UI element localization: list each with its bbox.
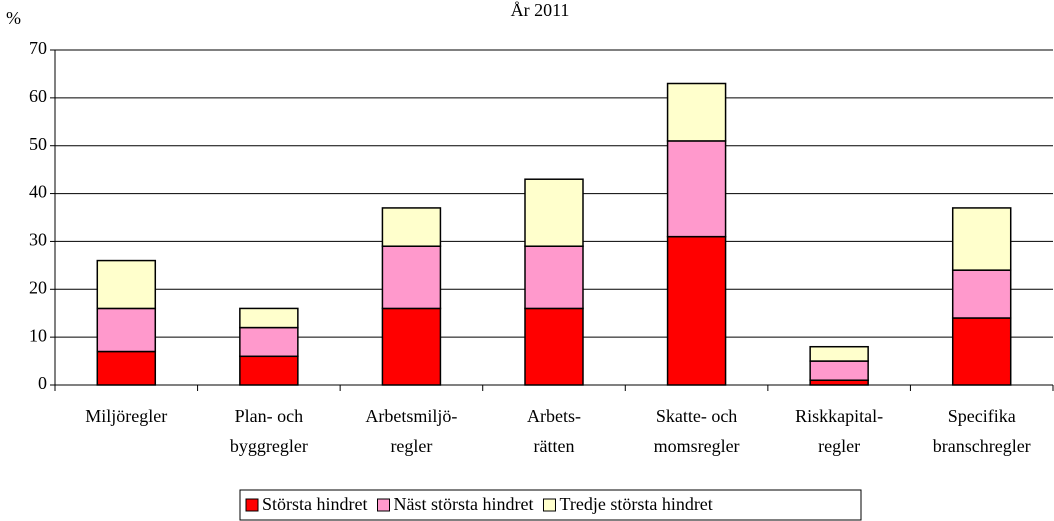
- y-tick-label: 10: [29, 325, 47, 345]
- x-tick-label: Specifika: [948, 406, 1016, 426]
- x-tick-label: branschregler: [933, 436, 1031, 456]
- x-tick-label: momsregler: [654, 436, 740, 456]
- x-tick-label: rätten: [534, 436, 575, 456]
- x-tick-label: Arbets-: [527, 406, 581, 426]
- bar-segment: [239, 307, 299, 329]
- x-tick-label: Riskkapital-: [795, 406, 883, 426]
- bar-segment: [524, 245, 584, 310]
- legend-swatch: [245, 498, 259, 512]
- bar-segment: [951, 207, 1012, 271]
- bar-segment: [96, 307, 157, 353]
- x-tick-label: Miljöregler: [85, 406, 167, 426]
- y-tick-label: 50: [29, 134, 47, 154]
- bar-segment: [666, 82, 727, 142]
- x-tick-label: regler: [390, 436, 432, 456]
- legend-label: Tredje största hindret: [559, 494, 712, 514]
- y-tick-label: 70: [29, 38, 47, 58]
- bar-segment: [524, 178, 584, 247]
- bar-segment: [524, 307, 584, 386]
- y-tick-label: 60: [29, 86, 47, 106]
- x-tick-label: Plan- och: [235, 406, 303, 426]
- bar-segment: [381, 207, 442, 247]
- bar-segment: [809, 345, 869, 362]
- x-tick-label: regler: [818, 436, 860, 456]
- legend-label: Näst största hindret: [394, 494, 534, 514]
- y-tick-label: 40: [29, 182, 47, 202]
- legend-swatch: [542, 498, 556, 512]
- bar-segment: [96, 259, 157, 310]
- y-tick-label: 30: [29, 230, 47, 250]
- bar-segment: [666, 235, 727, 386]
- bar-segment: [951, 317, 1012, 386]
- bar-segment: [809, 360, 869, 381]
- y-tick-label: 20: [29, 277, 47, 297]
- legend-label: Största hindret: [262, 494, 368, 514]
- legend-swatch: [377, 498, 390, 512]
- bar-segment: [666, 140, 727, 238]
- bar-segment: [381, 245, 442, 310]
- bar-segment: [239, 326, 299, 358]
- bar-segment: [381, 307, 442, 386]
- x-tick-label: Arbetsmiljö-: [365, 406, 457, 426]
- bar-segment: [951, 269, 1012, 319]
- y-tick-label: 0: [38, 373, 47, 393]
- y-axis-label: %: [6, 8, 21, 28]
- bar-segment: [239, 355, 299, 386]
- bar-segment: [96, 350, 157, 386]
- x-tick-label: byggregler: [230, 436, 308, 456]
- x-tick-label: Skatte- och: [656, 406, 737, 426]
- chart-title: År 2011: [511, 0, 570, 20]
